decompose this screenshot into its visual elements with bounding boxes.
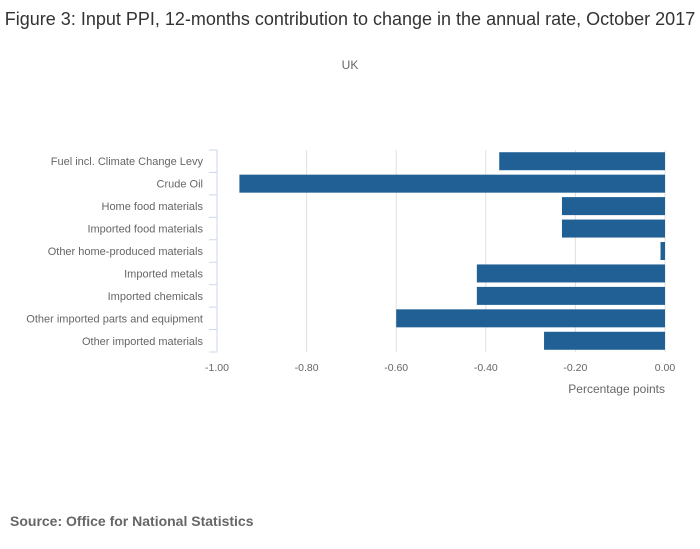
bar bbox=[239, 174, 665, 193]
x-axis-label: Percentage points bbox=[568, 382, 665, 396]
bar bbox=[660, 242, 665, 260]
x-tick-label: 0.00 bbox=[655, 362, 676, 374]
x-tick-label: -0.40 bbox=[474, 362, 498, 374]
category-label: Imported metals bbox=[124, 268, 203, 280]
x-tick-label: -0.20 bbox=[563, 362, 587, 374]
bar bbox=[544, 331, 665, 350]
category-label: Other imported parts and equipment bbox=[26, 313, 203, 325]
x-tick-label: -0.80 bbox=[295, 362, 319, 374]
chart-subtitle: UK bbox=[341, 58, 359, 72]
category-label: Other home-produced materials bbox=[48, 246, 204, 258]
bar bbox=[499, 152, 665, 171]
bar bbox=[476, 286, 665, 305]
category-label: Other imported materials bbox=[82, 336, 204, 348]
x-tick-label: -0.60 bbox=[384, 362, 408, 374]
category-label: Crude Oil bbox=[157, 179, 203, 191]
category-label: Fuel incl. Climate Change Levy bbox=[51, 156, 204, 168]
category-label: Home food materials bbox=[102, 201, 204, 213]
chart-title: Figure 3: Input PPI, 12-months contribut… bbox=[4, 9, 696, 29]
source-note: Source: Office for National Statistics bbox=[10, 513, 254, 529]
bar bbox=[561, 219, 665, 238]
category-label: Imported food materials bbox=[87, 224, 203, 236]
category-label: Imported chemicals bbox=[108, 291, 204, 303]
x-tick-label: -1.00 bbox=[205, 362, 229, 374]
bar bbox=[396, 309, 665, 328]
bar bbox=[476, 264, 665, 283]
bar bbox=[561, 197, 665, 216]
